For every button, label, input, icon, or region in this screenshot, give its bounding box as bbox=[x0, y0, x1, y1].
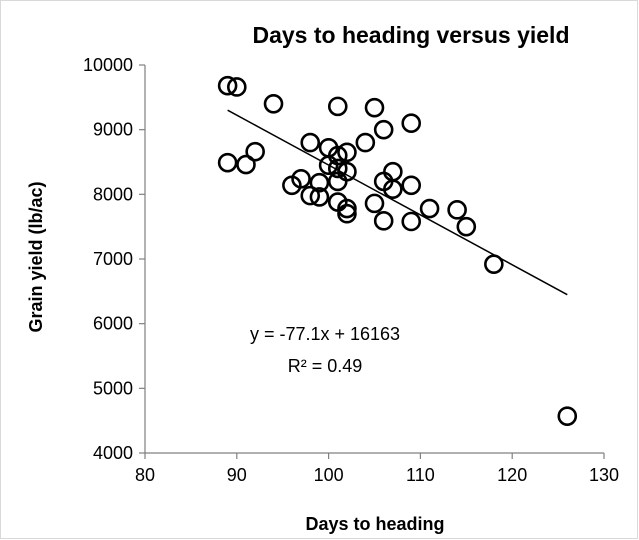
x-tick-label: 110 bbox=[406, 465, 435, 485]
data-point bbox=[327, 96, 348, 117]
data-points bbox=[217, 75, 578, 426]
data-point bbox=[282, 175, 302, 196]
data-point bbox=[245, 141, 265, 162]
x-tick-label: 100 bbox=[314, 465, 344, 485]
data-point bbox=[327, 158, 348, 179]
y-tick-label: 8000 bbox=[93, 184, 133, 204]
y-tick-label: 4000 bbox=[93, 443, 133, 463]
trendline-group bbox=[227, 109, 568, 296]
trendline bbox=[227, 109, 568, 296]
x-tick-label: 130 bbox=[589, 465, 619, 485]
x-tick-label: 80 bbox=[135, 465, 155, 485]
data-point bbox=[364, 97, 385, 118]
data-point bbox=[456, 216, 477, 237]
data-point bbox=[217, 152, 238, 173]
data-point bbox=[263, 94, 284, 114]
x-axis-title: Days to heading bbox=[305, 514, 444, 534]
data-point bbox=[236, 154, 256, 175]
data-point bbox=[419, 198, 440, 219]
data-point bbox=[401, 113, 422, 133]
data-point bbox=[309, 172, 330, 193]
data-point bbox=[447, 200, 467, 220]
tick-labels: 80 90 100 110 120 130 4000 5000 6000 7000 8000 9000… bbox=[83, 55, 619, 485]
x-tick-label: 120 bbox=[497, 465, 527, 485]
data-point bbox=[383, 161, 403, 182]
data-point bbox=[337, 142, 357, 163]
y-tick-label: 5000 bbox=[93, 378, 133, 398]
r-squared-label: R² = 0.49 bbox=[288, 356, 363, 376]
x-tick-label: 90 bbox=[227, 465, 247, 485]
data-point bbox=[383, 179, 403, 199]
data-point bbox=[227, 77, 247, 97]
data-point bbox=[318, 155, 339, 176]
data-point bbox=[373, 119, 394, 140]
y-tick-label: 10000 bbox=[83, 55, 133, 75]
y-tick-label: 9000 bbox=[93, 120, 133, 140]
data-point bbox=[401, 175, 422, 196]
data-point bbox=[327, 171, 348, 192]
data-point bbox=[300, 185, 321, 206]
data-point bbox=[373, 211, 394, 231]
trendline-equation: y = -77.1x + 16163 bbox=[250, 324, 400, 344]
data-point bbox=[557, 406, 578, 426]
y-tick-label: 7000 bbox=[93, 249, 133, 269]
data-point bbox=[355, 132, 376, 153]
y-axis-title: Grain yield (lb/ac) bbox=[26, 181, 46, 332]
data-point bbox=[337, 203, 357, 224]
data-point bbox=[364, 193, 385, 214]
data-point bbox=[337, 198, 357, 219]
chart-title: Days to heading versus yield bbox=[252, 22, 569, 48]
data-point bbox=[217, 75, 238, 96]
data-point bbox=[484, 254, 504, 274]
axes bbox=[139, 64, 605, 459]
data-point bbox=[309, 187, 330, 207]
y-tick-label: 6000 bbox=[93, 314, 133, 334]
data-point bbox=[300, 132, 321, 153]
data-point bbox=[401, 211, 422, 232]
